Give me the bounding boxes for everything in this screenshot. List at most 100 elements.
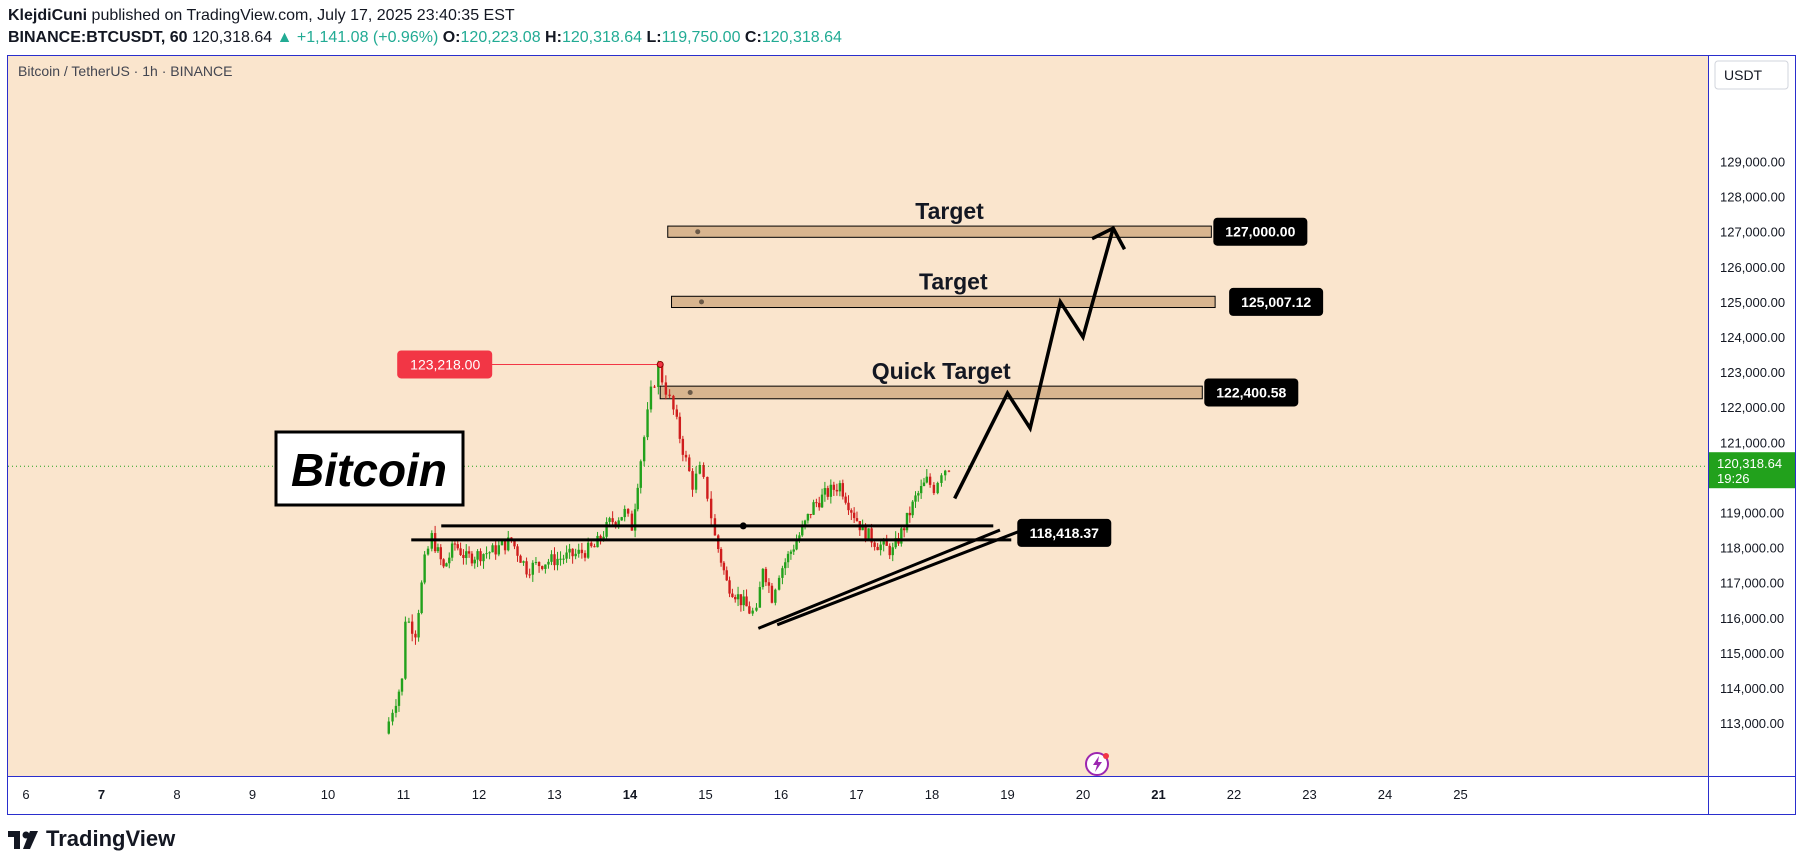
candle-body (596, 535, 599, 548)
candle-body (832, 484, 836, 490)
candle-body (815, 502, 818, 504)
target-zone-handle[interactable] (699, 299, 705, 305)
candle-body (646, 409, 649, 438)
projection-path[interactable] (953, 227, 1115, 500)
peak-price-badge-text: 123,218.00 (410, 356, 480, 372)
candle-body (445, 563, 448, 567)
candle-body (855, 518, 859, 522)
candle-body (436, 547, 440, 552)
candle-body (882, 540, 885, 545)
zone-price-badge (1204, 378, 1299, 407)
candle-body (672, 395, 675, 410)
target-zone-handle[interactable] (687, 389, 693, 395)
candle-body (823, 488, 827, 495)
candle-body (544, 564, 547, 569)
candle-body (806, 513, 810, 521)
currency-label: USDT (1724, 67, 1763, 83)
candle-body (844, 496, 847, 503)
y-tick-label: 125,000.00 (1720, 295, 1785, 310)
author-name[interactable]: KlejdiCuni (8, 7, 88, 24)
support-line-handle[interactable] (739, 522, 747, 530)
candle-body (439, 547, 442, 560)
publish-info: KlejdiCuni published on TradingView.com,… (8, 7, 515, 25)
y-tick-label: 116,000.00 (1720, 611, 1784, 626)
candle-body (626, 508, 630, 514)
candle-body (758, 587, 762, 608)
low-value: 119,750.00 (661, 29, 741, 46)
candle-body (725, 570, 728, 581)
candle-body (633, 509, 637, 531)
candle-body (488, 552, 491, 554)
target-zone-handle[interactable] (695, 229, 701, 235)
x-tick-label: 22 (1227, 787, 1241, 802)
candle-body (465, 551, 468, 559)
candle-body (516, 546, 519, 556)
candle-body (503, 540, 507, 551)
x-tick-label: 16 (774, 787, 788, 802)
candle-body (630, 513, 634, 531)
trendline-1[interactable] (757, 528, 1001, 630)
candle-body (467, 551, 471, 554)
candle-body (728, 580, 731, 594)
last-price: 120,318.64 (192, 29, 273, 46)
x-tick-label: 18 (925, 787, 939, 802)
candle-body (751, 610, 754, 614)
x-tick-label: 6 (22, 787, 29, 802)
candle-body (491, 545, 494, 553)
candle-body (611, 518, 614, 523)
candle-body (537, 561, 541, 567)
price-axis[interactable] (1709, 56, 1795, 814)
open-value: 120,223.08 (460, 29, 541, 46)
candle-body (528, 574, 531, 576)
candle-body (826, 488, 830, 497)
trendline-2[interactable] (776, 528, 1024, 627)
candle-body (485, 553, 488, 555)
target-zone-1[interactable] (667, 225, 1212, 238)
candle-body (914, 495, 917, 502)
high-value: 120,318.64 (561, 29, 643, 46)
y-tick-label: 114,000.00 (1720, 681, 1784, 696)
chart-svg[interactable]: Target Target Quick Target 113,000.00 114,0… (8, 56, 1795, 814)
projection-arrowhead[interactable] (1091, 225, 1127, 251)
chart-pane[interactable] (8, 56, 1708, 776)
y-tick-label: 118,000.00 (1720, 541, 1784, 556)
peak-price-badge (397, 350, 493, 379)
candle-body (745, 596, 748, 607)
candle-body (417, 613, 420, 638)
candle-body (820, 494, 824, 508)
time-axis[interactable] (8, 777, 1708, 814)
candle-body (642, 437, 646, 462)
x-tick-label: 20 (1076, 787, 1090, 802)
candle-body (614, 522, 617, 525)
currency-button[interactable]: USDT (1714, 60, 1789, 90)
candle-body (795, 541, 798, 550)
candle-body (547, 561, 550, 565)
candle-body (911, 501, 914, 516)
candle-body (812, 502, 815, 515)
candle-body (922, 482, 926, 486)
y-tick-label: 126,000.00 (1720, 260, 1785, 275)
x-tick-label: 25 (1453, 787, 1467, 802)
target-zone-2[interactable] (671, 295, 1216, 309)
candle-body (660, 365, 664, 383)
last-price-axis-value: 120,318.64 (1717, 456, 1782, 471)
target-zone-3[interactable] (659, 385, 1203, 400)
candle-body (838, 483, 842, 492)
x-tick-label: 24 (1378, 787, 1392, 802)
candle-body (789, 551, 793, 554)
support-price-badge-text: 118,418.37 (1030, 525, 1100, 541)
y-tick-label: 121,000.00 (1720, 435, 1785, 450)
candle-body (876, 546, 879, 551)
candle-body (450, 543, 454, 558)
candle-body (657, 365, 660, 387)
y-tick-label: 124,000.00 (1720, 330, 1785, 345)
candle-body (801, 525, 804, 536)
candle-body (583, 553, 587, 558)
candle-body (947, 470, 951, 472)
peak-dot (656, 360, 664, 368)
candle-body (559, 558, 562, 560)
candle-body (623, 508, 626, 518)
lightning-icon[interactable] (1085, 752, 1109, 776)
candle-body (617, 520, 620, 525)
tradingview-logo[interactable]: TradingView (8, 826, 175, 852)
